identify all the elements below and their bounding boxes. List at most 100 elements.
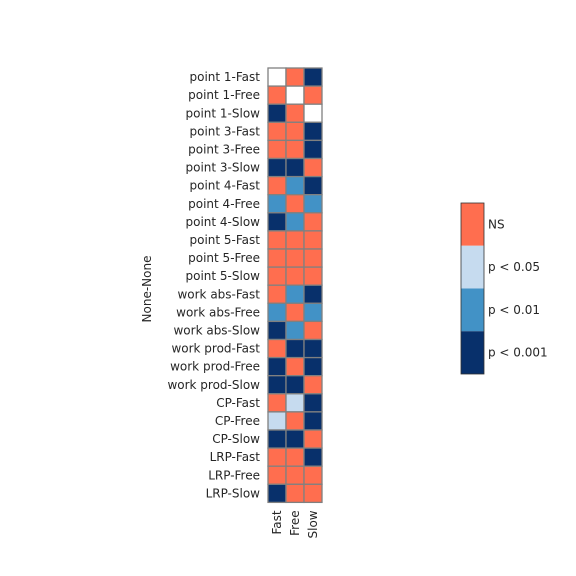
row-tick-label: point 3-Fast — [190, 124, 261, 138]
row-tick-label: LRP-Free — [208, 468, 260, 482]
row-tick-label: LRP-Fast — [210, 450, 261, 464]
row-tick-label: CP-Free — [215, 414, 260, 428]
heatmap-cell — [267, 139, 287, 160]
legend-swatch — [461, 245, 484, 289]
heatmap-cell — [285, 465, 305, 485]
heatmap-cell — [267, 356, 287, 377]
heatmap-cell — [267, 85, 287, 105]
y-axis-label: None-None — [140, 256, 154, 323]
heatmap-cell — [303, 375, 323, 395]
heatmap-cell — [285, 157, 305, 178]
heatmap-cell — [285, 85, 305, 105]
heatmap-cell — [267, 411, 287, 431]
row-tick-label: point 1-Slow — [186, 106, 261, 120]
heatmap-cell — [285, 266, 305, 286]
heatmap-cell — [267, 465, 287, 485]
row-tick-label: point 1-Free — [188, 88, 260, 102]
heatmap-cell — [267, 266, 287, 286]
heatmap-cell — [267, 483, 287, 504]
heatmap-cell — [285, 302, 305, 323]
heatmap-cell — [267, 393, 287, 413]
heatmap-cell — [267, 302, 287, 323]
heatmap-cell — [285, 483, 305, 504]
heatmap-cell — [303, 411, 323, 431]
heatmap-cell — [303, 266, 323, 286]
column-labels: Fast Free Slow — [270, 510, 320, 538]
heatmap-cell — [303, 302, 323, 323]
heatmap-cell — [303, 67, 323, 87]
heatmap-cell — [285, 320, 305, 341]
row-labels: point 1-Fast point 1-Free point 1-Slow poin… — [167, 70, 260, 500]
row-tick-label: point 5-Slow — [186, 269, 261, 283]
row-tick-label: point 3-Slow — [186, 161, 261, 175]
legend-swatch — [461, 288, 484, 332]
heatmap-cell — [303, 121, 323, 142]
heatmap-cell — [267, 230, 287, 250]
heatmap-cell — [285, 284, 305, 304]
row-tick-label: CP-Slow — [212, 432, 260, 446]
column-tick-label: Slow — [306, 510, 320, 538]
heatmap-cell — [285, 375, 305, 395]
heatmap-cell — [267, 429, 287, 449]
legend-label: NS — [488, 217, 505, 231]
heatmap-cell — [303, 139, 323, 160]
heatmap-cell — [267, 157, 287, 178]
heatmap-cell — [267, 121, 287, 142]
heatmap-cell — [267, 284, 287, 304]
heatmap-cell — [285, 393, 305, 413]
row-tick-label: point 4-Slow — [186, 215, 261, 229]
row-tick-label: LRP-Slow — [206, 486, 261, 500]
heatmap-cell — [303, 483, 323, 504]
heatmap-cell — [285, 103, 305, 123]
row-tick-label: point 4-Fast — [190, 179, 261, 193]
heatmap-cell — [303, 157, 323, 178]
heatmap-cell — [267, 320, 287, 341]
heatmap-cell — [303, 230, 323, 250]
row-tick-label: CP-Fast — [216, 396, 260, 410]
legend-label: p < 0.05 — [488, 260, 540, 274]
row-tick-label: point 5-Fast — [190, 233, 261, 247]
heatmap-cell — [303, 212, 323, 232]
heatmap-cell — [285, 338, 305, 359]
heatmap-cell — [303, 175, 323, 196]
heatmap-cell — [303, 393, 323, 413]
heatmap-cell — [285, 175, 305, 196]
heatmap-cell — [267, 338, 287, 359]
legend-frame — [460, 202, 485, 375]
column-tick-label: Free — [288, 510, 302, 535]
heatmap-cell — [267, 175, 287, 196]
heatmap-cell — [285, 230, 305, 250]
heatmap-cell — [267, 194, 287, 214]
heatmap-cell — [267, 375, 287, 395]
legend-swatch — [461, 203, 484, 246]
heatmap-cell — [303, 338, 323, 359]
heatmap-cell — [303, 284, 323, 304]
heatmap-cell — [303, 248, 323, 268]
heatmap-cell — [303, 429, 323, 449]
row-tick-label: work prod-Free — [170, 360, 260, 374]
heatmap-cell — [303, 320, 323, 341]
row-tick-label: work abs-Free — [176, 305, 260, 319]
legend-label: p < 0.01 — [488, 303, 540, 317]
row-tick-label: point 3-Free — [188, 142, 260, 156]
row-tick-label: work abs-Slow — [173, 323, 260, 337]
heatmap-cell — [285, 248, 305, 268]
heatmap-cell — [303, 447, 323, 467]
heatmap-cell — [285, 212, 305, 232]
heatmap-cell — [267, 212, 287, 232]
row-tick-label: work prod-Fast — [171, 342, 260, 356]
heatmap-cell — [303, 356, 323, 377]
heatmap-cell — [303, 194, 323, 214]
legend-swatch — [461, 331, 484, 374]
heatmap-cell — [285, 447, 305, 467]
row-tick-label: point 5-Free — [188, 251, 260, 265]
heatmap-cell — [267, 67, 287, 87]
heatmap-cell — [285, 356, 305, 377]
heatmap-cells — [267, 67, 323, 504]
colorbar-legend: NS p < 0.05 p < 0.01 p < 0.001 — [460, 202, 548, 375]
heatmap-cell — [303, 85, 323, 105]
heatmap-cell — [303, 465, 323, 485]
column-tick-label: Fast — [270, 510, 284, 534]
row-tick-label: work prod-Slow — [167, 378, 260, 392]
